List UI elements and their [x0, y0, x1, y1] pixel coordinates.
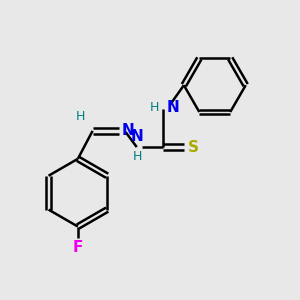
- Text: N: N: [131, 128, 144, 143]
- Text: H: H: [133, 150, 142, 163]
- Text: F: F: [73, 240, 83, 255]
- Text: N: N: [122, 123, 134, 138]
- Text: N: N: [166, 100, 179, 115]
- Text: S: S: [188, 140, 198, 154]
- Text: H: H: [149, 101, 159, 114]
- Text: H: H: [76, 110, 85, 124]
